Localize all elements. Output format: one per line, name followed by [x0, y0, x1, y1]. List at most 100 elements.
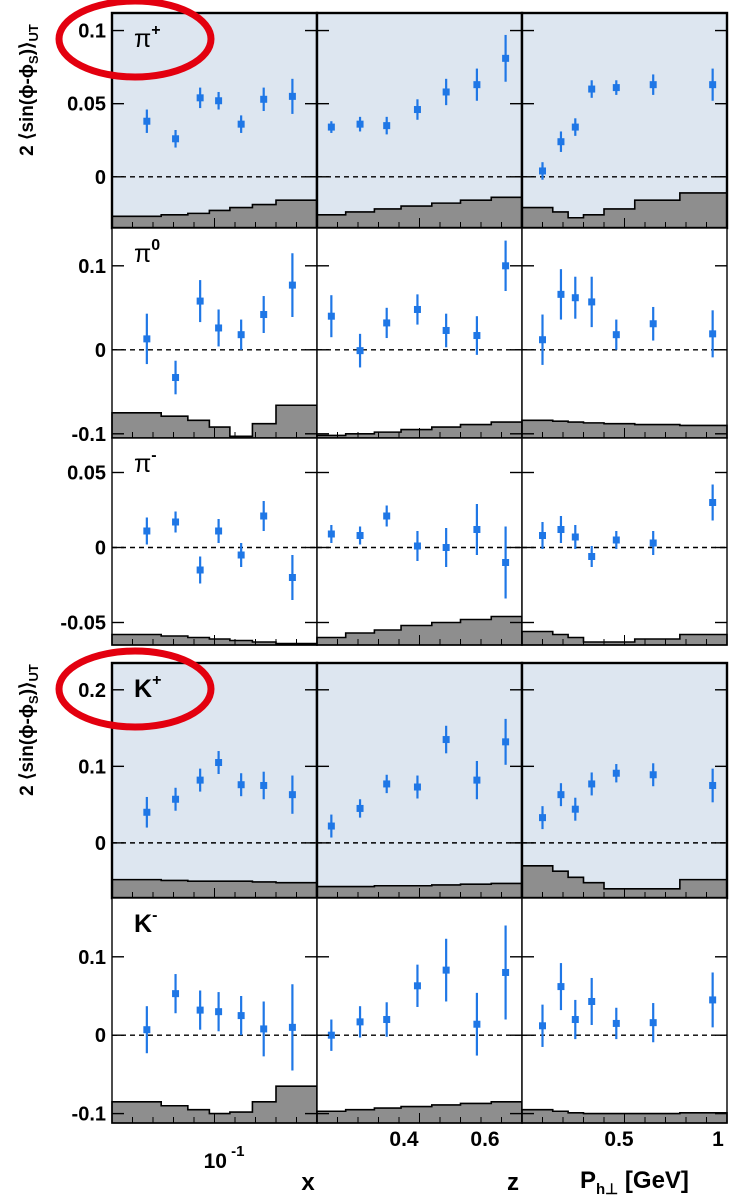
data-point [649, 771, 657, 779]
data-point [649, 81, 657, 89]
hadron-label: K+ [134, 672, 161, 703]
x-axis-title: x [301, 1169, 315, 1196]
y-tick-label: 0.1 [78, 21, 106, 43]
data-point [327, 123, 335, 131]
data-point [327, 1031, 335, 1039]
data-point [260, 311, 268, 319]
data-point [288, 791, 296, 799]
data-point [237, 1012, 245, 1020]
data-point [413, 542, 421, 550]
data-point [356, 120, 364, 128]
data-point [539, 532, 546, 539]
data-point [356, 532, 364, 539]
data-point [612, 536, 620, 544]
data-point [473, 81, 481, 89]
data-point [473, 1020, 481, 1028]
data-point [172, 518, 180, 526]
panel-background [522, 663, 727, 898]
data-point [709, 996, 717, 1004]
data-point [539, 336, 546, 344]
data-point [502, 54, 510, 62]
data-point [709, 781, 717, 789]
data-point [588, 553, 596, 560]
panel-pi-plus-pt [520, 11, 729, 230]
data-point [709, 330, 717, 338]
data-point [557, 983, 565, 991]
data-point [473, 526, 481, 533]
panel-k-minus-pt [521, 897, 728, 1124]
data-point [442, 88, 450, 96]
hadron-label: π- [134, 447, 157, 478]
data-point [383, 780, 391, 788]
data-point [143, 527, 151, 535]
data-point [442, 544, 450, 551]
panel-row-k-minus: 0.1 0 -0.1 K- [72, 897, 728, 1126]
y-axis-title: 2 ⟨sin(ϕ-ϕS)⟩UT [17, 24, 41, 156]
panel-background [317, 438, 522, 645]
data-point [612, 84, 620, 92]
data-point [571, 123, 579, 131]
data-point [442, 326, 450, 334]
panel-row-pi-zero: 0.1 0 -0.1 π0 [72, 227, 728, 446]
data-point [288, 92, 296, 100]
data-point [196, 566, 204, 574]
highlight-circle [55, 0, 215, 81]
panels-layer: 0.1 0.05 0 π+ 0.1 0 -0.1 π0 0.05 0 -0.05 π- 0.2 0.1 0 K… [60, 11, 729, 1126]
data-point [143, 808, 151, 816]
y-tick-label: 0 [95, 167, 106, 189]
data-point [557, 526, 565, 533]
systematic-band [316, 196, 523, 229]
panel-pi-zero-z [316, 227, 523, 439]
y-tick-label: -0.05 [60, 613, 106, 635]
panel-pi-minus-x [111, 437, 318, 646]
data-point [612, 1019, 620, 1027]
data-point [442, 966, 450, 974]
data-point [557, 791, 565, 799]
systematic-band [316, 615, 523, 646]
data-point [196, 297, 204, 305]
data-point [288, 574, 296, 581]
data-point [709, 81, 717, 89]
data-point [612, 769, 620, 777]
data-point [143, 1026, 151, 1034]
data-point [649, 539, 657, 547]
y-tick-label: 0.1 [78, 756, 106, 778]
data-point [649, 320, 657, 328]
data-point [260, 512, 268, 520]
data-point [237, 551, 245, 559]
data-point [473, 776, 481, 784]
data-point [356, 1018, 364, 1026]
data-point [237, 781, 245, 789]
data-point [539, 1022, 546, 1030]
data-point [172, 135, 180, 143]
y-tick-label: 0.05 [67, 94, 106, 116]
panel-row-pi-minus: 0.05 0 -0.05 π- [60, 437, 728, 646]
data-point [215, 97, 223, 105]
y-tick-label: 0 [95, 538, 106, 560]
y-axis-title: 2 ⟨sin(ϕ-ϕS)⟩UT [17, 664, 41, 796]
panel-background [317, 898, 522, 1123]
data-point [413, 106, 421, 114]
pt-tick-label: 1 [712, 1128, 724, 1151]
data-point [442, 736, 450, 744]
hadron-label: π+ [134, 22, 161, 53]
systematic-band [521, 192, 728, 229]
panel-row-k-plus: 0.2 0.1 0 K+ [78, 661, 729, 900]
data-point [571, 1016, 579, 1024]
data-point [649, 1019, 657, 1027]
y-tick-label: 0.1 [78, 256, 106, 278]
data-point [196, 94, 204, 102]
systematic-band [111, 404, 318, 439]
data-point [612, 331, 620, 339]
data-point [288, 1023, 296, 1031]
data-point [143, 335, 151, 343]
panel-pi-zero-pt [521, 227, 728, 439]
data-point [502, 738, 510, 746]
panel-row-pi-plus: 0.1 0.05 0 π+ [67, 11, 729, 230]
data-point [196, 776, 204, 784]
data-point [237, 120, 245, 128]
panel-pi-minus-z [316, 437, 523, 646]
y-tick-label: 0.1 [78, 947, 106, 969]
data-point [383, 319, 391, 327]
